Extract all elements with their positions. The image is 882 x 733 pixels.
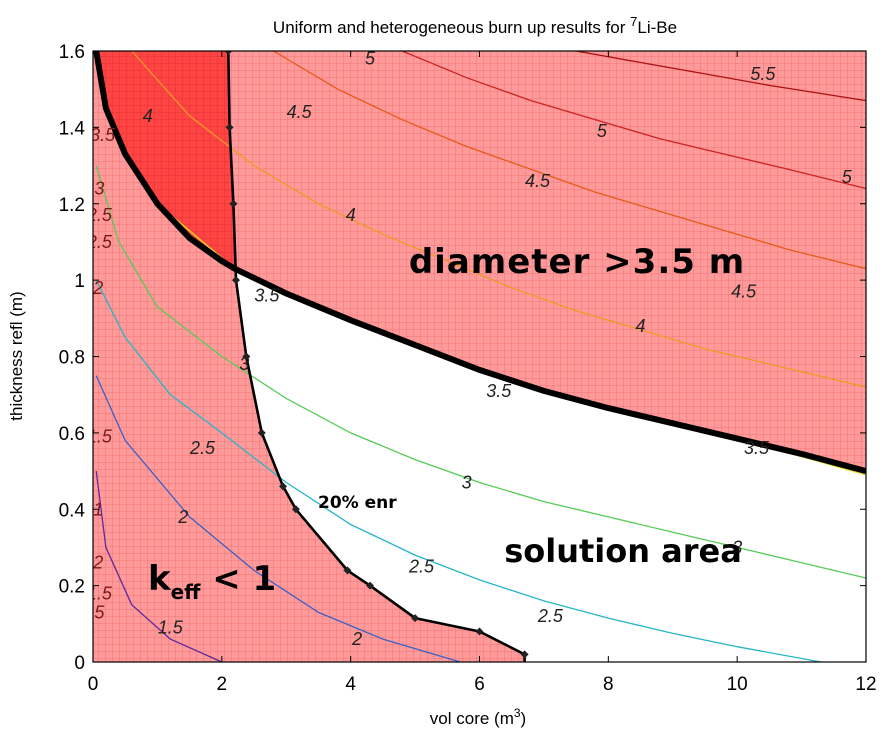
y-tick-label: 0.2	[59, 577, 85, 598]
contour-label-edge: 2	[92, 278, 103, 298]
chart-title-main: Uniform and heterogeneous burn up result…	[273, 18, 630, 37]
boundary-marker	[365, 581, 374, 590]
x-tick-label: 10	[727, 674, 748, 695]
y-tick-label: 0	[74, 653, 85, 674]
y-tick-label: 1.2	[59, 195, 85, 216]
contour-label: 3.5	[254, 285, 280, 305]
contour-label: 3	[239, 354, 249, 374]
contour-label: 5	[597, 121, 608, 141]
chart-title: Uniform and heterogeneous burn up result…	[273, 14, 677, 37]
contour-label: 2.5	[189, 438, 216, 458]
contour-label: 2.5	[408, 557, 435, 577]
x-tick-label: 8	[603, 674, 614, 695]
boundary-marker	[232, 276, 241, 285]
x-tick-label: 12	[855, 674, 876, 695]
contour-label: 4.5	[287, 102, 313, 122]
y-tick-label: 1.4	[59, 118, 86, 139]
contour-line-5	[401, 51, 866, 190]
contour-label: 3	[462, 473, 472, 493]
contour-line-4	[131, 51, 866, 388]
contour-label: 3	[732, 537, 742, 557]
region-diameter-label: diameter >3.5 m	[409, 242, 745, 282]
contour-line-3	[95, 165, 866, 579]
enrichment-label: 20% enr	[318, 493, 397, 513]
boundary-marker	[475, 627, 484, 636]
region-keff-boundary	[227, 51, 526, 662]
region-diameter-boundary	[93, 51, 866, 474]
x-tick-label: 6	[474, 674, 485, 695]
y-tick-label: 1	[74, 271, 85, 292]
x-axis-label-sup: 3	[514, 706, 521, 720]
x-tick-label: 2	[217, 674, 228, 695]
contour-label: 5.5	[750, 64, 776, 84]
contour-label-edge: 2	[92, 553, 103, 573]
contour-label: 2	[351, 629, 362, 649]
region-diameter-fill	[93, 51, 866, 472]
contour-label: 2.5	[537, 606, 564, 626]
region-keff-label: keff < 1	[148, 559, 276, 604]
x-tick-label: 4	[345, 674, 356, 695]
contour-label: 4	[143, 106, 153, 126]
boundary-marker	[520, 650, 529, 659]
contour-label-edge: 1.5	[87, 427, 113, 447]
contour-line-2-5	[95, 279, 822, 662]
x-axis-label: vol core (m3)	[430, 706, 526, 728]
boundary-marker	[229, 199, 238, 208]
x-tick-label: 0	[88, 674, 99, 695]
region-overlap-fill	[96, 51, 236, 281]
region-keff-label-rest: < 1	[200, 559, 276, 599]
boundary-marker	[242, 352, 251, 361]
y-tick-label: 0.8	[59, 348, 85, 369]
region-keff-label-k: k	[148, 559, 172, 599]
contour-label: 2	[177, 507, 188, 527]
contour-label-edge: 3.5	[90, 125, 116, 145]
y-tick-label: 1.6	[59, 42, 85, 63]
y-tick-label: 0.4	[59, 500, 86, 521]
contour-label: 5	[842, 167, 853, 187]
contour-label-edge: 1.5	[87, 583, 113, 603]
boundary-marker	[343, 566, 352, 575]
contour-label-edge: 2.5	[86, 205, 113, 225]
contour-label-edge: 2.5	[86, 232, 113, 252]
chart-title-sup: 7	[630, 14, 637, 29]
y-axis-label: thickness refl (m)	[7, 291, 26, 420]
boundary-marker	[411, 614, 420, 623]
contour-label: 3.5	[744, 438, 770, 458]
contour-label-edge: 5	[94, 602, 105, 622]
contour-label: 3.5	[486, 381, 512, 401]
boundary-marker	[225, 123, 234, 132]
contour-line-2	[95, 375, 461, 662]
contour-label: 4.5	[525, 171, 551, 191]
boundary-marker	[279, 482, 288, 491]
boundary-marker	[224, 51, 233, 55]
contour-label: 5	[365, 49, 376, 69]
contour-label: 4	[635, 316, 645, 336]
x-axis-label-main: vol core (m	[430, 709, 514, 728]
contour-label: 4	[346, 205, 356, 225]
contour-line-5-5	[575, 51, 866, 102]
solution-area-label: solution area	[504, 532, 742, 570]
y-tick-label: 0.6	[59, 424, 85, 445]
contour-label: 1.5	[158, 618, 184, 638]
region-keff-label-sub: eff	[171, 580, 202, 604]
boundary-marker	[257, 428, 266, 437]
boundary-marker	[291, 505, 300, 514]
x-axis-label-rest: )	[521, 709, 527, 728]
contour-label: 4.5	[731, 282, 757, 302]
chart-title-rest: Li-Be	[637, 18, 677, 37]
contour-line-4-5	[273, 51, 866, 270]
contour-label-edge: 3	[94, 179, 104, 199]
contour-line-1-5	[95, 471, 223, 662]
